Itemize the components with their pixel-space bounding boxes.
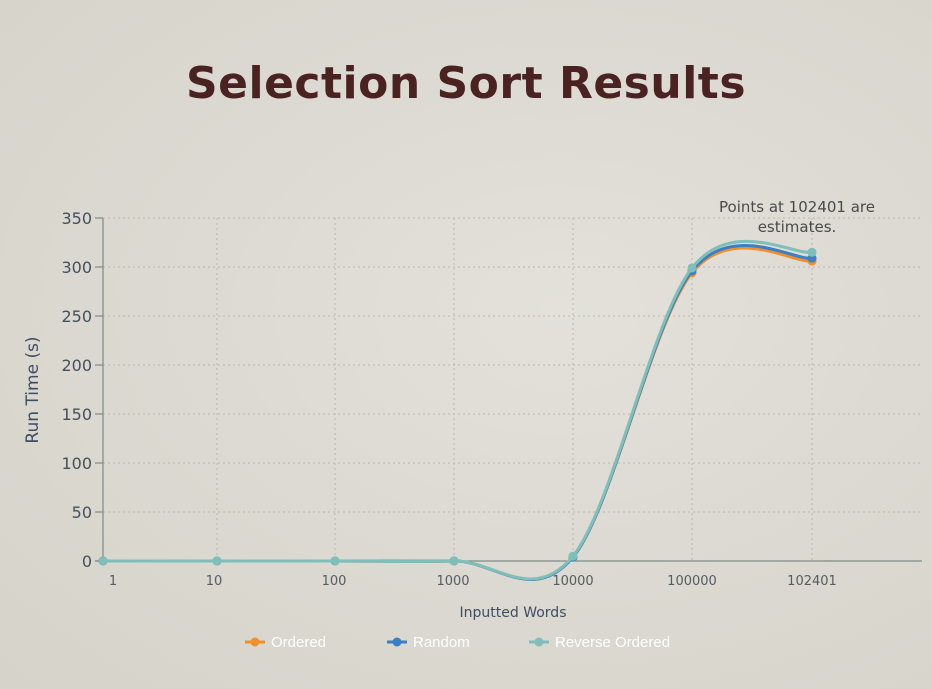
legend-marker: [392, 637, 402, 647]
y-tick-label: 300: [61, 258, 92, 277]
y-tick-labels: 0 50 100 150 200 250 300 350: [61, 209, 92, 571]
legend-label: Reverse Ordered: [555, 634, 670, 651]
y-tick-label: 100: [61, 454, 92, 473]
y-tick-label: 50: [72, 503, 92, 522]
legend-item[interactable]: Reverse Ordered: [529, 634, 670, 651]
x-tick-label: 10: [206, 574, 223, 589]
axes: [95, 217, 922, 562]
y-tick-label: 150: [61, 405, 92, 424]
data-point: [449, 556, 459, 566]
x-tick-label: 102401: [787, 574, 837, 589]
annotation-line-1: Points at 102401 are: [719, 198, 875, 216]
data-point: [687, 263, 697, 273]
legend-item[interactable]: Random: [387, 634, 470, 651]
y-tick-label: 0: [82, 552, 92, 571]
series-line: [103, 244, 813, 581]
data-point: [212, 556, 222, 566]
data-point: [330, 556, 340, 566]
legend-label: Random: [413, 634, 470, 651]
data-point: [807, 247, 817, 257]
series-group: [98, 239, 817, 581]
data-point: [568, 551, 578, 561]
x-tick-label: 1000: [436, 574, 469, 589]
legend-label: Ordered: [271, 634, 326, 651]
annotation-line-2: estimates.: [758, 218, 837, 236]
legend: Ordered Random Reverse Ordered: [245, 634, 670, 651]
annotation: Points at 102401 are estimates.: [719, 198, 875, 236]
y-tick-label: 250: [61, 307, 92, 326]
grid: [103, 217, 922, 561]
x-tick-label: 100000: [667, 574, 717, 589]
series-line: [103, 239, 813, 581]
x-axis-label: Inputted Words: [460, 605, 567, 621]
slide-title: Selection Sort Results: [185, 58, 747, 109]
x-tick-label: 1: [109, 574, 117, 589]
x-tick-label: 100: [322, 574, 347, 589]
legend-marker: [250, 637, 260, 647]
y-axis-label: Run Time (s): [23, 336, 43, 443]
data-point: [98, 556, 108, 566]
legend-marker: [534, 637, 544, 647]
y-tick-label: 350: [61, 209, 92, 228]
y-tick-label: 200: [61, 356, 92, 375]
x-tick-label: 10000: [552, 574, 593, 589]
legend-item[interactable]: Ordered: [245, 634, 326, 651]
x-tick-labels: 1 10 100 1000 10000 100000 102401: [109, 574, 837, 589]
